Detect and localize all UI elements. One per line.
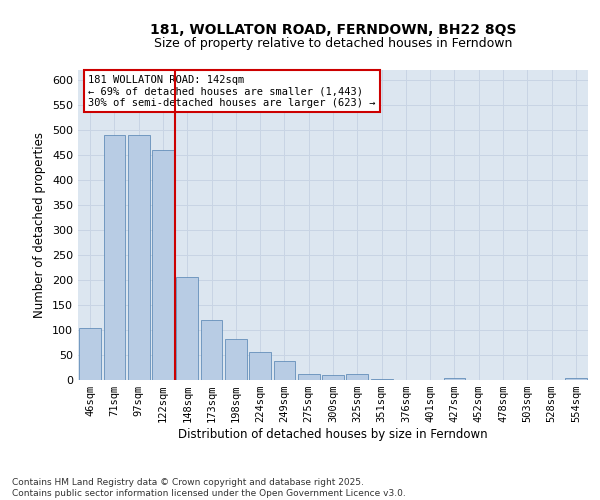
Bar [443,378,466,380]
Bar [104,135,125,380]
X-axis label: Distribution of detached houses by size in Ferndown: Distribution of detached houses by size … [178,428,488,441]
Bar [79,328,101,380]
Y-axis label: Number of detached properties: Number of detached properties [34,132,46,318]
Bar [298,374,320,380]
Bar [322,375,344,380]
Bar [371,379,392,380]
Bar [565,378,587,380]
Bar [225,339,247,380]
Text: Size of property relative to detached houses in Ferndown: Size of property relative to detached ho… [154,38,512,51]
Bar [176,276,198,380]
Bar [346,374,368,380]
Bar [200,320,223,380]
Bar [152,150,174,380]
Text: 181, WOLLATON ROAD, FERNDOWN, BH22 8QS: 181, WOLLATON ROAD, FERNDOWN, BH22 8QS [150,22,516,36]
Text: 181 WOLLATON ROAD: 142sqm
← 69% of detached houses are smaller (1,443)
30% of se: 181 WOLLATON ROAD: 142sqm ← 69% of detac… [88,74,376,108]
Bar [128,135,149,380]
Bar [274,361,295,380]
Bar [249,352,271,380]
Text: Contains HM Land Registry data © Crown copyright and database right 2025.
Contai: Contains HM Land Registry data © Crown c… [12,478,406,498]
